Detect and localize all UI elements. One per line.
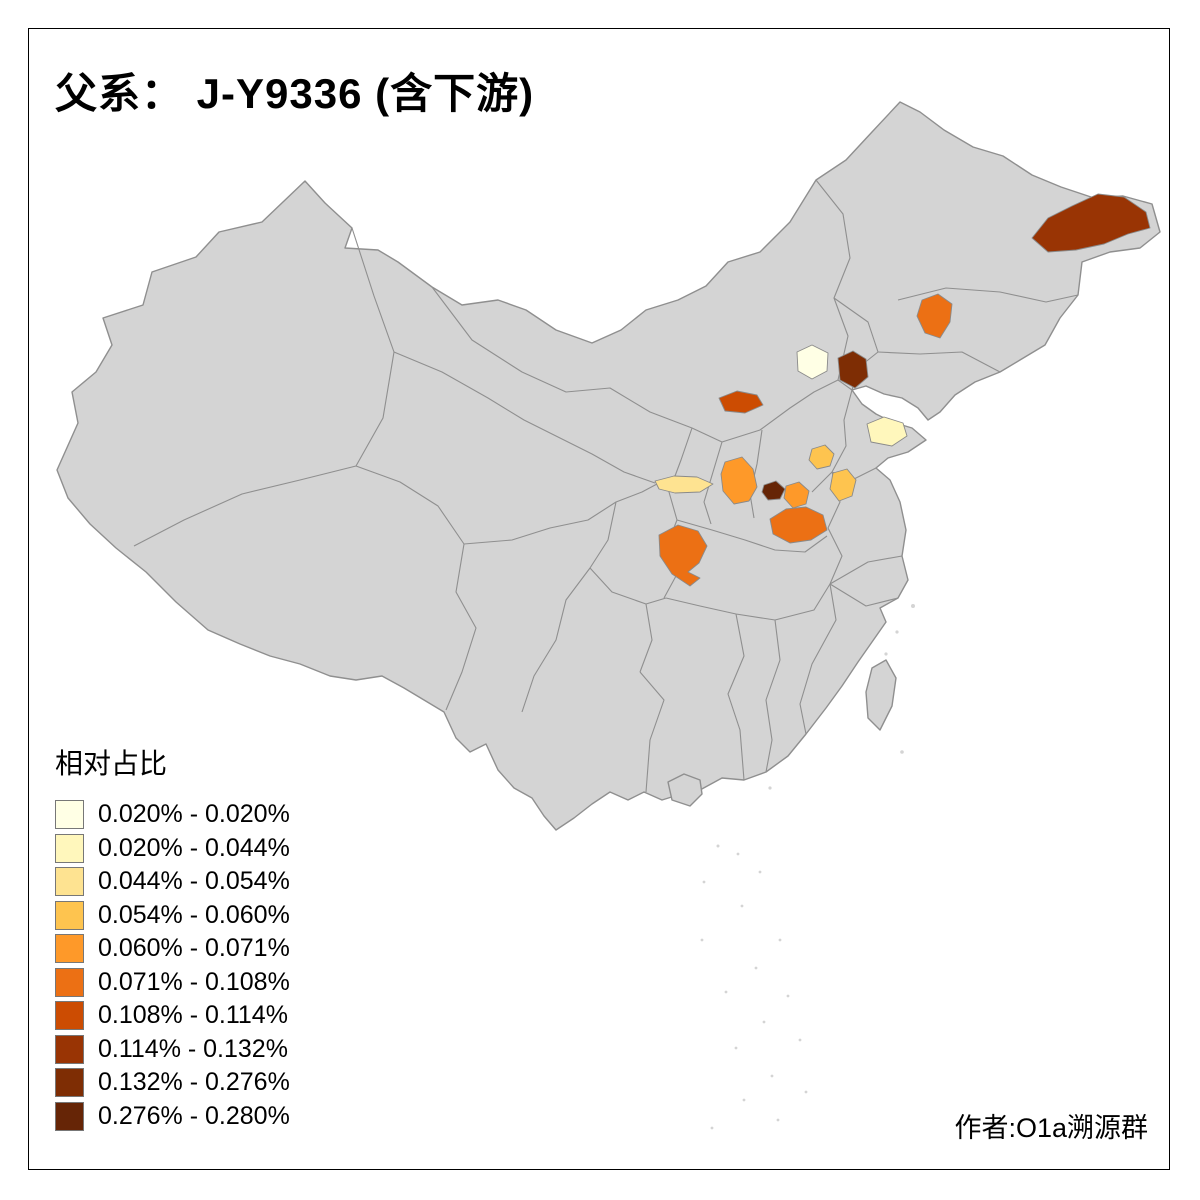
region-henan-south: [769, 506, 828, 544]
legend-swatch: [55, 800, 84, 830]
legend-label: 0.132% - 0.276%: [98, 1068, 290, 1097]
legend-label: 0.020% - 0.020%: [98, 800, 290, 829]
legend-label: 0.020% - 0.044%: [98, 833, 290, 862]
legend-label: 0.108% - 0.114%: [98, 1001, 288, 1030]
legend-item: 0.044% - 0.054%: [55, 865, 290, 899]
legend-item: 0.020% - 0.020%: [55, 798, 290, 832]
region-heilongjiang-east: [1031, 193, 1151, 253]
legend-swatch: [55, 1034, 84, 1064]
region-shandong-east: [866, 416, 908, 447]
province-boundaries: [133, 179, 1079, 793]
region-henan-central: [783, 481, 810, 509]
legend-item: 0.132% - 0.276%: [55, 1066, 290, 1100]
legend-swatch: [55, 1068, 84, 1098]
legend-title: 相对占比: [55, 748, 168, 779]
legend-item: 0.114% - 0.132%: [55, 1033, 290, 1067]
legend-label: 0.276% - 0.280%: [98, 1101, 290, 1130]
small-islands: [700, 604, 915, 1130]
legend-swatch: [55, 1001, 84, 1031]
mainland-shape: [56, 101, 1161, 1130]
legend-swatch: [55, 967, 84, 997]
region-jilin-central: [916, 293, 953, 339]
legend-label: 0.054% - 0.060%: [98, 900, 290, 929]
legend-item: 0.071% - 0.108%: [55, 966, 290, 1000]
hainan-island: [667, 773, 703, 807]
legend-item: 0.060% - 0.071%: [55, 932, 290, 966]
taiwan-island: [865, 659, 897, 731]
legend-swatch: [55, 833, 84, 863]
legend-item: 0.020% - 0.044%: [55, 832, 290, 866]
choropleth-regions: [654, 193, 1151, 587]
legend: 相对占比 0.020% - 0.020% 0.020% - 0.044% 0.0…: [55, 742, 290, 1133]
region-sichuan-central: [658, 524, 708, 587]
legend-label: 0.044% - 0.054%: [98, 867, 290, 896]
legend-item: 0.276% - 0.280%: [55, 1100, 290, 1134]
legend-swatch: [55, 900, 84, 930]
region-tianjin-tangshan: [837, 350, 869, 389]
region-beijing: [796, 344, 829, 380]
legend-item: 0.054% - 0.060%: [55, 899, 290, 933]
legend-label: 0.071% - 0.108%: [98, 967, 290, 996]
region-shandong-southwest: [829, 468, 857, 502]
region-henan-central-dark: [761, 480, 786, 501]
region-gansu-east-band: [654, 475, 714, 494]
legend-item: 0.108% - 0.114%: [55, 999, 290, 1033]
legend-label: 0.060% - 0.071%: [98, 934, 290, 963]
region-shanxi-central: [718, 390, 764, 414]
region-shaanxi-central: [720, 456, 758, 505]
legend-label: 0.114% - 0.132%: [98, 1034, 288, 1063]
plot-frame: [28, 28, 1170, 1170]
legend-swatch: [55, 934, 84, 964]
page-title: 父系： J-Y9336 (含下游): [55, 70, 535, 117]
author-credit: 作者:O1a溯源群: [954, 1113, 1148, 1143]
legend-swatch: [55, 1101, 84, 1131]
legend-swatch: [55, 867, 84, 897]
region-north-henan: [808, 444, 835, 470]
